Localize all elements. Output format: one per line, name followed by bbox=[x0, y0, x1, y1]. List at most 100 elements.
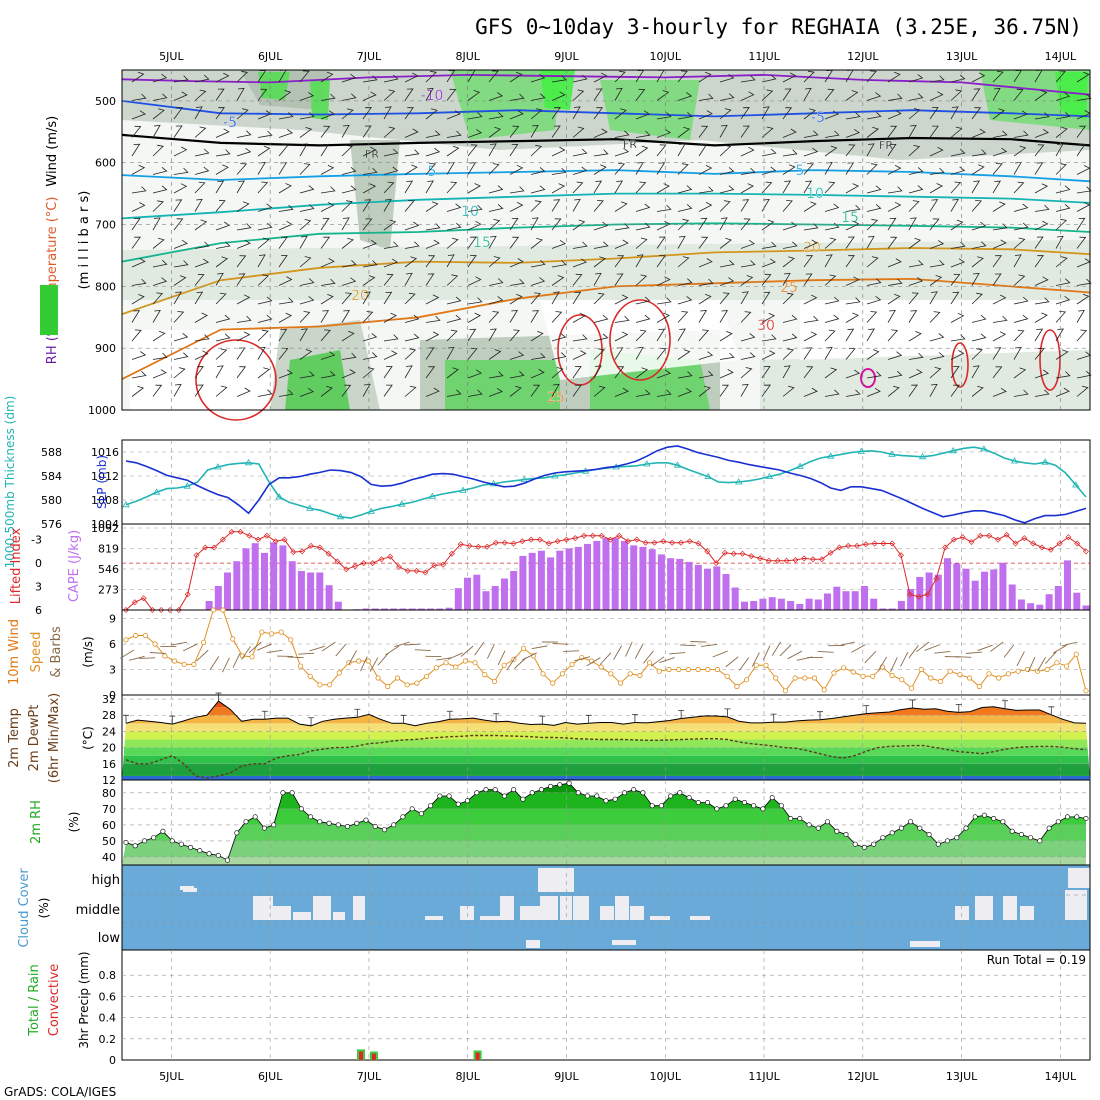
wind-barb bbox=[299, 143, 308, 157]
minmax-bar bbox=[215, 692, 222, 702]
wind-barb bbox=[299, 235, 308, 249]
wind-barb bbox=[404, 241, 420, 249]
wind-barb bbox=[656, 389, 672, 397]
wind-barb bbox=[782, 333, 798, 342]
rh-point bbox=[668, 793, 674, 799]
wind-barb bbox=[887, 329, 899, 342]
rh-point bbox=[1074, 814, 1080, 820]
lifted-index-point bbox=[1056, 540, 1063, 547]
surface-wind-barb bbox=[900, 651, 909, 667]
lifted-index-point bbox=[589, 532, 596, 539]
surface-wind-barb bbox=[369, 657, 379, 672]
wind-barb bbox=[614, 70, 626, 83]
wind-barb bbox=[887, 165, 902, 175]
wind-barb bbox=[1013, 181, 1025, 194]
wind-barb bbox=[320, 110, 335, 120]
wind-barb bbox=[1034, 369, 1050, 379]
surface-wind-barb bbox=[955, 656, 972, 658]
wind-barb bbox=[362, 367, 375, 379]
wind-barb bbox=[614, 387, 629, 397]
wind-barb bbox=[971, 180, 981, 194]
wind-barb bbox=[173, 199, 183, 212]
rh-point bbox=[142, 838, 148, 844]
thickness-point bbox=[152, 488, 161, 495]
isotherm-line bbox=[121, 192, 1091, 220]
lifted-index-point bbox=[545, 540, 552, 547]
wind-barb bbox=[551, 125, 561, 138]
wind-barb bbox=[866, 371, 882, 379]
wind-barb bbox=[824, 237, 837, 249]
wind-barb bbox=[677, 112, 693, 120]
wind-barb bbox=[404, 88, 414, 101]
wind-barb bbox=[572, 350, 587, 360]
rh-point bbox=[751, 803, 757, 809]
cloud-cell bbox=[526, 940, 540, 948]
rh-point bbox=[621, 790, 627, 796]
rh-shade-region bbox=[285, 350, 350, 410]
wind-barb bbox=[782, 348, 795, 360]
thickness-point bbox=[765, 472, 774, 479]
lifted-index-point bbox=[836, 544, 843, 551]
wind-barb bbox=[908, 292, 919, 305]
cape-bar bbox=[962, 568, 970, 610]
lifted-index-point bbox=[810, 556, 816, 563]
surface-wind-barb bbox=[298, 652, 315, 655]
wind-barb bbox=[761, 350, 776, 360]
wind-barb bbox=[929, 218, 940, 231]
wind-barb bbox=[698, 186, 714, 194]
wind-barb bbox=[1055, 70, 1066, 83]
isotherm-line bbox=[609, 299, 671, 381]
cloud-cell bbox=[480, 916, 500, 920]
wind-barb bbox=[215, 314, 231, 323]
surface-wind-barb bbox=[659, 657, 675, 664]
surface-wind-barb bbox=[1061, 641, 1078, 647]
wind-barb bbox=[740, 199, 750, 212]
wind-barb bbox=[803, 255, 814, 268]
cloud-cell bbox=[1068, 868, 1090, 888]
wind-barb bbox=[383, 384, 393, 397]
wind-barb bbox=[698, 125, 709, 138]
wind-speed-point bbox=[423, 673, 430, 679]
wind-barb bbox=[509, 125, 520, 138]
wind-barb bbox=[425, 108, 438, 120]
wind-barb bbox=[593, 348, 606, 360]
wind-barb bbox=[1076, 310, 1085, 323]
wind-barb bbox=[152, 108, 165, 120]
wind-barb bbox=[1013, 222, 1029, 231]
cape-bar bbox=[851, 591, 859, 610]
wind-barb bbox=[131, 110, 146, 120]
wind-barb bbox=[614, 147, 630, 157]
rh-point bbox=[788, 815, 794, 821]
wind-barb bbox=[215, 199, 226, 212]
wind-barb bbox=[530, 384, 541, 397]
rh-point bbox=[464, 798, 470, 804]
temp-tick: 20 bbox=[102, 742, 116, 755]
cape-bar bbox=[251, 543, 259, 610]
wind-barb bbox=[467, 312, 481, 323]
lifted-index-point bbox=[219, 536, 226, 543]
wind-barb bbox=[488, 371, 504, 379]
wind-barb bbox=[320, 371, 336, 379]
surface-wind-barb bbox=[1052, 644, 1068, 654]
wind-speed-point bbox=[763, 662, 769, 668]
wind-barb bbox=[467, 389, 483, 397]
wind-barb bbox=[635, 346, 644, 360]
wind-barb bbox=[1034, 347, 1045, 360]
wind-barb bbox=[971, 272, 980, 286]
lifted-index-point bbox=[1047, 546, 1054, 553]
wind-barb bbox=[236, 387, 251, 397]
wind-speed-point bbox=[802, 675, 808, 681]
wind-barb bbox=[1055, 163, 1067, 175]
wind-barb bbox=[614, 87, 623, 101]
wind-barb bbox=[1076, 217, 1086, 231]
wind-barb bbox=[593, 88, 603, 101]
cape-bar bbox=[722, 574, 730, 610]
wind-barb bbox=[719, 200, 731, 212]
surface-wind-barb bbox=[751, 652, 760, 667]
wind-speed-point bbox=[472, 660, 478, 666]
wind-barb bbox=[152, 124, 161, 138]
surface-wind-barb bbox=[574, 656, 590, 662]
wind-barb bbox=[257, 130, 273, 138]
cape-bar bbox=[657, 554, 665, 610]
cape-bar bbox=[501, 578, 508, 610]
